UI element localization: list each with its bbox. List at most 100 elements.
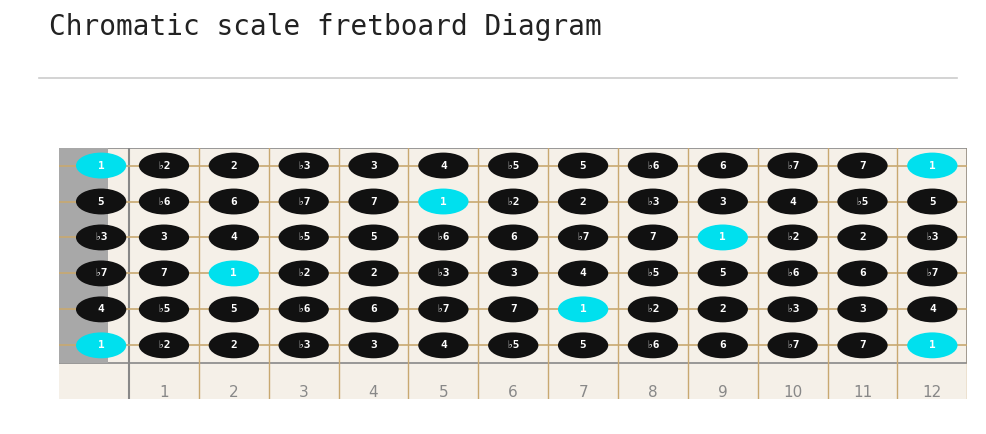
Circle shape: [767, 332, 817, 358]
Text: ♭7: ♭7: [785, 340, 799, 350]
Text: 5: 5: [370, 233, 377, 243]
Circle shape: [557, 332, 607, 358]
Circle shape: [348, 296, 398, 322]
Circle shape: [139, 296, 189, 322]
Circle shape: [697, 188, 747, 214]
Text: 1: 1: [579, 304, 586, 314]
Text: 1: 1: [928, 340, 935, 350]
Text: 2: 2: [579, 197, 586, 207]
Text: 3: 3: [370, 161, 377, 171]
Text: ♭6: ♭6: [436, 233, 450, 243]
Circle shape: [278, 332, 328, 358]
Circle shape: [418, 224, 468, 250]
Text: ♭5: ♭5: [297, 233, 311, 243]
Circle shape: [697, 224, 747, 250]
Circle shape: [906, 260, 956, 286]
Text: ♭2: ♭2: [157, 161, 171, 171]
Circle shape: [488, 188, 537, 214]
Text: 4: 4: [789, 197, 795, 207]
Text: 1: 1: [159, 385, 169, 400]
Circle shape: [767, 260, 817, 286]
Circle shape: [906, 188, 956, 214]
Text: 12: 12: [922, 385, 941, 400]
Text: 10: 10: [782, 385, 802, 400]
Text: 3: 3: [161, 233, 168, 243]
Circle shape: [627, 260, 677, 286]
Circle shape: [418, 296, 468, 322]
Text: 7: 7: [858, 161, 865, 171]
Text: ♭3: ♭3: [95, 233, 107, 243]
Circle shape: [76, 153, 126, 178]
Circle shape: [278, 224, 328, 250]
Text: ♭3: ♭3: [925, 233, 938, 243]
Text: 1: 1: [719, 233, 726, 243]
Text: ♭6: ♭6: [297, 304, 311, 314]
Text: 3: 3: [299, 385, 309, 400]
Circle shape: [627, 296, 677, 322]
Circle shape: [348, 260, 398, 286]
Text: 3: 3: [370, 340, 377, 350]
Circle shape: [906, 296, 956, 322]
Circle shape: [767, 153, 817, 178]
Circle shape: [697, 332, 747, 358]
Text: ♭2: ♭2: [506, 197, 520, 207]
Text: 4: 4: [369, 385, 378, 400]
Text: ♭5: ♭5: [855, 197, 869, 207]
Text: 4: 4: [928, 304, 935, 314]
Text: ♭5: ♭5: [646, 268, 659, 279]
Circle shape: [348, 332, 398, 358]
Circle shape: [836, 188, 886, 214]
Text: 1: 1: [928, 161, 935, 171]
Circle shape: [488, 332, 537, 358]
Circle shape: [488, 296, 537, 322]
Text: 5: 5: [231, 304, 237, 314]
Circle shape: [76, 296, 126, 322]
Circle shape: [418, 260, 468, 286]
Text: ♭2: ♭2: [157, 340, 171, 350]
Text: ♭3: ♭3: [785, 304, 799, 314]
Circle shape: [139, 260, 189, 286]
Circle shape: [139, 224, 189, 250]
Text: 4: 4: [440, 161, 447, 171]
Text: ♭6: ♭6: [646, 340, 659, 350]
Text: 7: 7: [649, 233, 656, 243]
Text: ♭5: ♭5: [157, 304, 171, 314]
Text: ♭7: ♭7: [436, 304, 450, 314]
Circle shape: [278, 296, 328, 322]
Text: 5: 5: [719, 268, 726, 279]
Circle shape: [208, 260, 258, 286]
Circle shape: [836, 153, 886, 178]
Circle shape: [767, 188, 817, 214]
Circle shape: [697, 296, 747, 322]
Text: 4: 4: [98, 304, 105, 314]
Circle shape: [278, 153, 328, 178]
Text: 5: 5: [579, 161, 586, 171]
Text: 4: 4: [579, 268, 586, 279]
Text: Chromatic scale fretboard Diagram: Chromatic scale fretboard Diagram: [49, 13, 601, 41]
Circle shape: [208, 332, 258, 358]
Circle shape: [208, 153, 258, 178]
Text: 1: 1: [98, 340, 105, 350]
Text: 5: 5: [438, 385, 448, 400]
Text: 7: 7: [370, 197, 377, 207]
Circle shape: [139, 153, 189, 178]
Text: 6: 6: [231, 197, 237, 207]
Circle shape: [906, 153, 956, 178]
Text: 3: 3: [719, 197, 726, 207]
Text: ♭7: ♭7: [576, 233, 590, 243]
Circle shape: [836, 332, 886, 358]
Circle shape: [488, 153, 537, 178]
Circle shape: [488, 224, 537, 250]
Circle shape: [139, 188, 189, 214]
Text: ♭3: ♭3: [436, 268, 450, 279]
Circle shape: [767, 224, 817, 250]
Circle shape: [557, 296, 607, 322]
Circle shape: [557, 224, 607, 250]
Text: 7: 7: [161, 268, 168, 279]
Text: ♭7: ♭7: [297, 197, 311, 207]
Text: 6: 6: [858, 268, 865, 279]
Circle shape: [697, 260, 747, 286]
Text: 7: 7: [578, 385, 588, 400]
Text: ♭6: ♭6: [157, 197, 171, 207]
Circle shape: [418, 332, 468, 358]
